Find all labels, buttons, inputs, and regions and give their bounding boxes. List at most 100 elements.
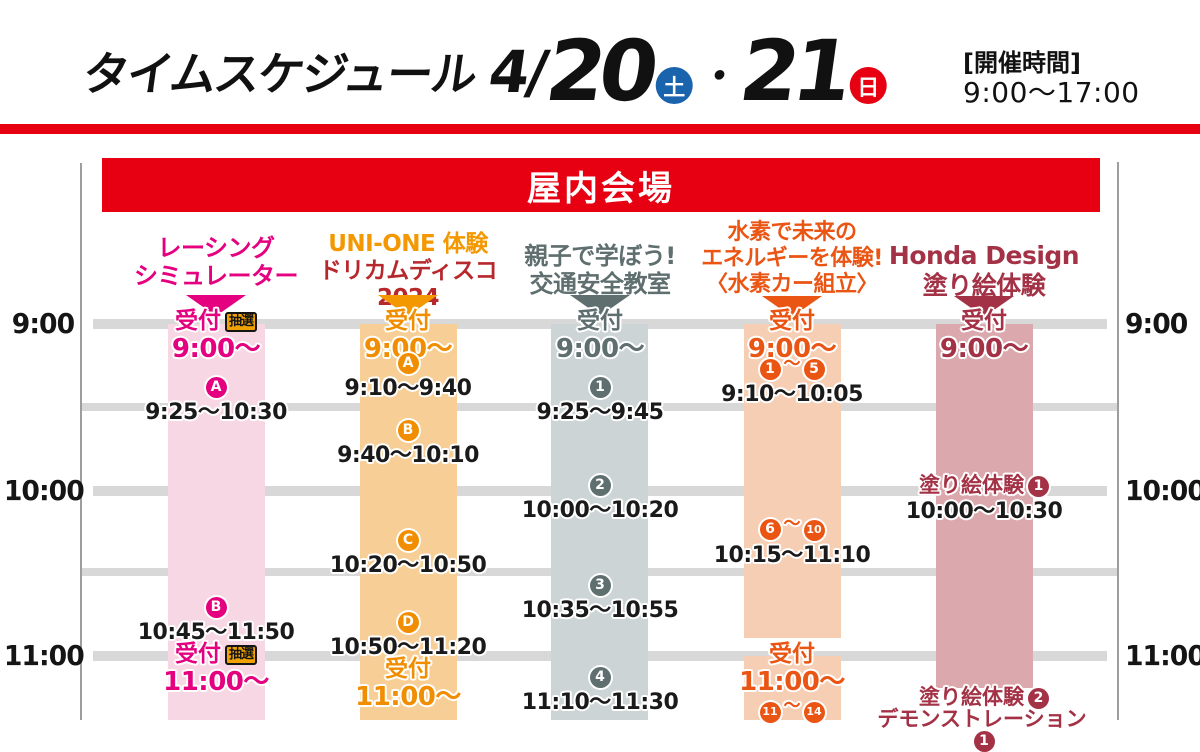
slot-mark-badge: D (397, 612, 419, 634)
schedule-band-honda-design (936, 324, 1033, 688)
schedule-entry: 4 11:10〜11:30 (490, 667, 710, 715)
slot-mark-row: 1 (490, 377, 710, 399)
column-title-traffic-safety: 親子で学ぼう! 交通安全教室 (480, 242, 720, 299)
slot-mark-badge: 1 (1028, 476, 1049, 498)
slot-time: 10:35〜10:55 (521, 598, 679, 624)
date-month: 4/ (484, 38, 550, 106)
reception-row: 受付 (682, 641, 902, 667)
titled-slot-label: 塗り絵体験 (919, 685, 1024, 709)
venue-banner-label: 屋内会場 (527, 168, 675, 209)
reception-time: 9:00〜 (747, 334, 837, 365)
slot-time: 10:00〜10:30 (905, 499, 1063, 525)
slot-range-row: 11 〜 14 (682, 697, 902, 723)
slot-time: 9:25〜9:45 (536, 400, 664, 426)
reception-row: 受付 (490, 308, 710, 334)
slot-time: 10:20〜10:50 (329, 553, 487, 579)
titled-slot-row: 塗り絵体験 1 (874, 473, 1094, 498)
opening-hours: [開催時間] 9:00〜17:00 (963, 50, 1140, 109)
slot-mark-row: B (106, 597, 326, 619)
column-title-honda-design: Honda Design 塗り絵体験 (864, 241, 1104, 300)
schedule-entry: C 10:20〜10:50 (298, 530, 518, 578)
schedule-entry: 1 〜 5 9:10〜10:05 (682, 355, 902, 407)
slot-time: 9:10〜10:05 (721, 382, 863, 408)
schedule-entry: 塗り絵体験 2 (874, 685, 1094, 710)
titled-slot-row: 塗り絵体験 2 (874, 685, 1094, 710)
range-wave: 〜 (783, 514, 801, 534)
slot-range-row: 1 〜 5 (682, 354, 902, 381)
schedule-entry: A 9:25〜10:30 (106, 377, 326, 425)
reception-time: 9:00〜 (171, 334, 261, 365)
slot-mark-badge: 2 (589, 475, 611, 497)
schedule-entry: 11 〜 14 (682, 697, 902, 723)
lottery-badge: 抽選 (224, 644, 257, 665)
slot-time: 10:50〜11:20 (329, 635, 487, 661)
slot-time: 9:25〜10:30 (145, 400, 287, 426)
schedule-entry: 6 〜 10 10:15〜11:10 (682, 515, 902, 568)
titled-slot-row: デモンストレーション1 (874, 707, 1094, 752)
reception-row: 受付 (298, 308, 518, 334)
slot-mark-row: A (106, 377, 326, 399)
range-end-badge: 5 (803, 359, 825, 381)
slot-mark-badge: C (397, 530, 419, 552)
column-title-line: エネルギーを体験! (701, 245, 883, 271)
pointer-triangle (954, 296, 1014, 317)
column-title-line: UNI-ONE 体験 (328, 231, 488, 257)
schedule-entry: A 9:10〜9:40 (298, 353, 518, 401)
reception-label: 受付 (769, 641, 815, 667)
pointer-triangle (378, 295, 438, 316)
schedule-entry: 3 10:35〜10:55 (490, 575, 710, 623)
schedule-entry: 受付 抽選 9:00〜 (106, 308, 326, 365)
slot-mark-badge: 3 (589, 575, 611, 597)
time-axis-line-right (1117, 162, 1119, 720)
column-title-line: 交通安全教室 (529, 270, 672, 299)
slot-time: 10:15〜11:10 (713, 542, 871, 568)
column-title-line: 〈水素カー組立〉 (705, 271, 879, 297)
schedule-entry: 受付 9:00〜 (874, 308, 1094, 364)
slot-mark-badge: 4 (589, 667, 611, 689)
reception-time: 11:00〜 (355, 682, 461, 713)
column-title-line: 塗り絵体験 (922, 270, 1046, 300)
slot-mark-badge: B (205, 597, 227, 619)
date-day2: 21 (734, 22, 853, 121)
reception-label: 受付 (961, 308, 1007, 334)
schedule-entry: 受付 9:00〜 (682, 308, 902, 365)
schedule-entry: 受付 11:00〜 (298, 656, 518, 713)
column-title-line: 水素で未来の (727, 220, 857, 245)
schedule-entry: 受付 11:00〜 (682, 641, 902, 697)
reception-label: 受付 (385, 308, 431, 334)
red-divider-bar (0, 124, 1200, 134)
slot-mark-badge: 1 (973, 731, 995, 752)
reception-label: 受付 (577, 308, 623, 334)
reception-row: 受付 (682, 308, 902, 334)
sunday-badge: 日 (849, 67, 887, 104)
schedule-entry: 塗り絵体験 1 10:00〜10:30 (874, 473, 1094, 525)
time-label-left: 9:00 (11, 307, 75, 340)
range-end-badge: 14 (803, 701, 825, 723)
time-label-left: 10:00 (3, 474, 85, 507)
column-title-line: 親子で学ぼう! (524, 242, 676, 270)
schedule-entry: B 10:45〜11:50 (106, 597, 326, 645)
slot-mark-row: 3 (490, 575, 710, 597)
range-wave: 〜 (783, 354, 801, 374)
schedule-band-uni-one (360, 324, 457, 720)
schedule-title: タイムスケジュール (79, 47, 480, 101)
range-start-badge: 6 (759, 519, 781, 541)
range-wave: 〜 (783, 696, 801, 716)
schedule-entry: 受付 9:00〜 (298, 308, 518, 364)
reception-time: 11:00〜 (163, 667, 269, 698)
schedule-band-hydrogen-energy (744, 324, 841, 638)
range-end-badge: 10 (803, 519, 825, 541)
date-separator: ・ (696, 54, 743, 100)
column-title-racing-simulator: レーシング シミュレーター (96, 234, 336, 291)
slot-range-row: 6 〜 10 (682, 515, 902, 541)
time-axis-line-left (80, 163, 82, 720)
schedule-entry: 2 10:00〜10:20 (490, 475, 710, 523)
column-title-line: レーシング (157, 234, 275, 262)
slot-time: 9:40〜10:10 (337, 443, 479, 469)
column-title-line: Honda Design (888, 241, 1080, 270)
time-label-left: 11:00 (3, 639, 85, 672)
venue-banner: 屋内会場 (102, 158, 1100, 212)
schedule-entry: 受付 9:00〜 (490, 308, 710, 364)
time-label-right: 11:00 (1125, 639, 1200, 672)
slot-mark-badge: B (397, 420, 419, 442)
